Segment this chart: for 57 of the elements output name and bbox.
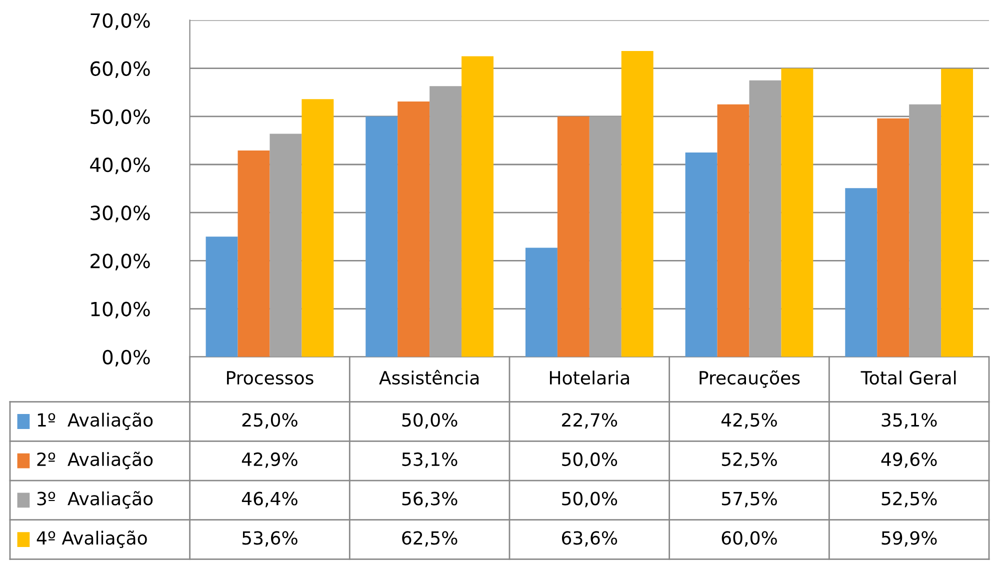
legend-label: 4º Avaliação [36,530,147,548]
data-label: 52,5% [722,452,777,468]
data-label: 42,5% [721,413,777,429]
bar [462,56,494,357]
data-label: 53,1% [402,452,458,468]
bar [206,236,238,357]
bar [845,188,878,357]
data-label: 49,6% [881,452,937,468]
bar [398,102,430,357]
bar [270,134,302,357]
bar [238,150,270,357]
data-label: 62,5% [402,531,458,547]
x-tick-label: Hotelaria [550,370,629,385]
bar [366,116,398,357]
legend-label: 1º Avaliação [38,412,153,430]
bar [621,51,654,357]
y-tick-label: 0,0% [102,350,150,367]
y-tick-label: 60,0% [90,61,150,78]
data-label: 56,3% [402,492,458,508]
y-tick-label: 40,0% [90,157,150,174]
data-label: 57,5% [722,492,777,508]
legend-label: 3º Avaliação [37,491,153,509]
data-label: 52,5% [882,492,937,508]
bar [302,99,334,357]
y-tick-label: 50,0% [90,109,150,126]
y-tick-label: 70,0% [90,13,150,30]
bar [909,104,942,357]
legend-label: 2º Avaliação [37,452,153,470]
bar [557,116,590,357]
x-tick-label: Precauções [700,370,800,388]
data-label: 59,9% [882,531,937,547]
y-tick-label: 20,0% [90,254,150,270]
bar [781,68,814,357]
bar [589,116,622,357]
y-tick-label: 10,0% [91,302,150,318]
data-label: 50,0% [562,492,618,508]
data-label: 46,4% [242,492,298,508]
data-label: 42,9% [242,452,298,468]
x-tick-label: Processos [227,371,314,385]
bar [717,104,750,357]
data-label: 53,6% [242,531,298,547]
y-tick-label: 30,0% [90,206,150,222]
bar [941,68,974,357]
data-label: 35,1% [882,413,937,429]
x-tick-label: Total Geral [860,370,956,385]
bar [430,86,462,357]
bar [525,248,558,357]
x-tick-label: Assistência [379,370,479,385]
data-label: 22,7% [562,413,618,429]
bar [685,152,718,357]
bar [749,80,782,357]
data-label: 60,0% [722,531,777,547]
data-label: 50,0% [402,413,458,429]
data-label: 50,0% [562,452,618,468]
bar [877,118,910,357]
data-label: 25,0% [242,413,298,429]
data-label: 63,6% [562,531,618,547]
